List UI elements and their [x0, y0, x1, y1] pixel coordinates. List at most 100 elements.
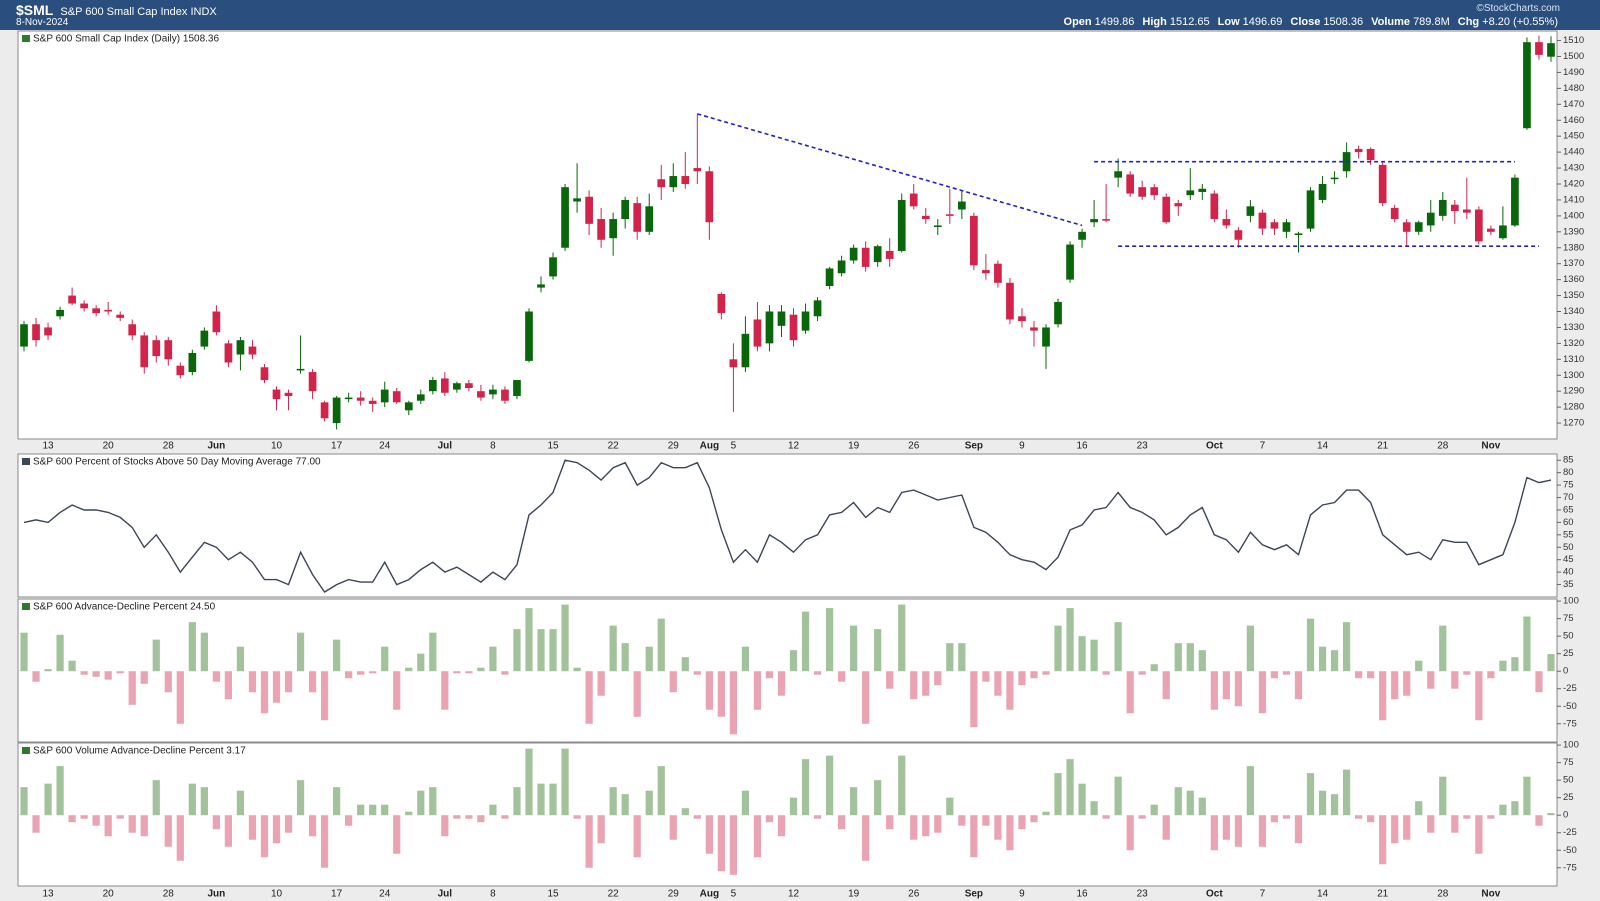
bar [320, 815, 329, 868]
candle-body [1210, 193, 1219, 220]
candle-body [561, 187, 569, 248]
bar [1042, 811, 1050, 816]
bar [1006, 671, 1014, 710]
bar [1535, 815, 1543, 826]
bar [1126, 815, 1134, 851]
bar [1282, 671, 1291, 675]
candle-body [1487, 228, 1495, 232]
bar [1006, 815, 1014, 851]
x-tick-label: 15 [547, 441, 559, 452]
x-tick-label: 19 [848, 889, 860, 900]
bar [417, 790, 425, 816]
stat-label: Low [1217, 16, 1240, 28]
x-tick-label: 21 [1377, 889, 1389, 900]
y-tick-label: 1320 [1563, 338, 1584, 349]
bar [345, 671, 353, 679]
candle-body [1475, 209, 1483, 242]
bar [1222, 815, 1230, 840]
bar [513, 629, 521, 672]
bar [657, 618, 665, 672]
bar [982, 815, 990, 826]
bar [489, 646, 497, 672]
x-tick-label: Aug [700, 889, 719, 900]
y-tick-label: 1310 [1563, 354, 1584, 365]
bar [212, 815, 220, 830]
x-tick-label: 12 [788, 441, 800, 452]
y-tick-label: 1480 [1563, 83, 1584, 94]
stat-label: Open [1063, 16, 1092, 28]
candle-body [1318, 184, 1327, 200]
bar [1138, 671, 1146, 675]
panel-title: S&P 600 Volume Advance-Decline Percent 3… [33, 746, 246, 757]
bar [104, 671, 112, 680]
stat-label: Chg [1457, 16, 1480, 28]
bar [1306, 773, 1315, 816]
header-title: $SML S&P 600 Small Cap Index INDX [16, 2, 217, 18]
panel-title: S&P 600 Advance-Decline Percent 24.50 [33, 602, 216, 613]
bar [525, 608, 533, 672]
bar [477, 667, 485, 672]
bar [585, 815, 593, 868]
bar [477, 815, 485, 823]
bar [1102, 671, 1110, 675]
bar [970, 671, 978, 728]
x-tick-label: 9 [1019, 889, 1025, 900]
bar [1342, 769, 1351, 816]
bar [1162, 815, 1170, 840]
bar [717, 671, 725, 717]
candle-body [404, 402, 413, 411]
bar [357, 671, 365, 675]
y-tick-label: 1290 [1563, 386, 1584, 397]
bar [765, 815, 774, 823]
candle-body [1270, 222, 1279, 229]
y-tick-label: 75 [1563, 480, 1574, 491]
bar [994, 671, 1002, 696]
credit: ©StockCharts.com [1476, 3, 1560, 14]
x-tick-label: Sep [965, 441, 983, 452]
y-tick-label: 1510 [1563, 35, 1584, 46]
candle-body [212, 311, 221, 333]
candle-body [1114, 171, 1122, 178]
index-name: S&P 600 Small Cap Index [60, 6, 188, 18]
bar [1451, 671, 1459, 689]
bar [188, 622, 196, 672]
bar [573, 815, 581, 819]
x-tick-label: 26 [908, 441, 920, 452]
bar [1391, 671, 1399, 700]
x-tick-label: 9 [1019, 441, 1025, 452]
candle-body [428, 380, 437, 392]
bar [934, 671, 942, 686]
candle-body [440, 378, 449, 393]
bar [898, 755, 906, 816]
bar [393, 815, 401, 854]
y-tick-label: -25 [1563, 827, 1577, 838]
bar [825, 608, 834, 672]
bar [333, 787, 341, 816]
candle-body [152, 340, 161, 357]
stat-label: Close [1290, 16, 1321, 28]
bar [1258, 815, 1267, 847]
bar [1415, 660, 1423, 672]
x-tick-label: 22 [608, 441, 620, 452]
y-tick-label: 40 [1563, 567, 1574, 578]
candle-body [92, 308, 100, 314]
candle-body [1078, 231, 1086, 240]
bar [1162, 671, 1170, 700]
x-tick-label: 22 [608, 889, 620, 900]
bar [1294, 671, 1303, 700]
bar [729, 815, 738, 875]
bar [801, 759, 810, 816]
plot-area [20, 604, 1555, 735]
x-tick-label: 23 [1137, 441, 1149, 452]
candle-body [1511, 177, 1519, 226]
candle-body [128, 324, 137, 336]
bar [1511, 801, 1519, 816]
bar [176, 815, 184, 861]
x-tick-label: 5 [731, 889, 737, 900]
candle-body [224, 343, 233, 363]
candle-body [705, 171, 714, 223]
x-tick-label: 16 [1077, 889, 1089, 900]
bar [381, 646, 389, 672]
date: 8-Nov-2024 [16, 17, 69, 28]
bar [369, 804, 377, 816]
